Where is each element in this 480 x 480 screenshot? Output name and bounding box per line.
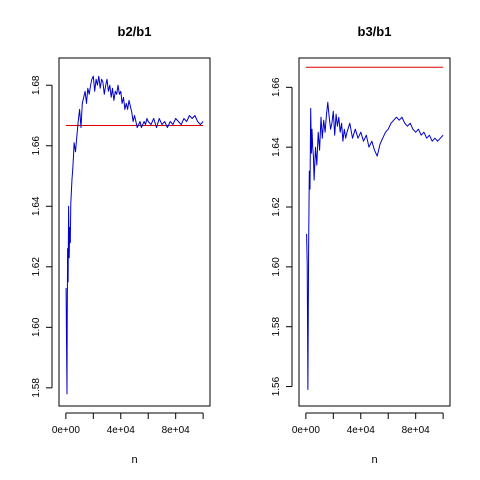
x-tick-label: 4e+04 (107, 425, 136, 436)
series-line (65, 75, 204, 395)
x-tick-label: 4e+04 (347, 425, 376, 436)
chart-panel-2: b3/b1 1.56 1.58 1.60 1.62 1.64 1.66 0e+00 4e+04 8… (271, 24, 451, 466)
y-tick-label: 1.66 (31, 136, 42, 156)
y-tick-label: 1.60 (271, 257, 282, 277)
y-tick-label: 1.68 (31, 75, 42, 95)
y-tick-label: 1.60 (31, 317, 42, 337)
chart-title: b3/b1 (358, 24, 392, 39)
y-tick-label: 1.58 (31, 378, 42, 398)
plot-frame (58, 57, 211, 407)
x-tick-label: 8e+04 (402, 425, 431, 436)
y-tick-label: 1.58 (271, 317, 282, 337)
chart-panels: b2/b1 1.58 1.60 1.62 1.64 1.66 1.68 0e+00 4e+04 8… (31, 24, 451, 466)
y-tick-label: 1.62 (271, 197, 282, 217)
x-axis-label: n (371, 454, 377, 466)
chart-title: b2/b1 (118, 24, 152, 39)
chart-panel-1: b2/b1 1.58 1.60 1.62 1.64 1.66 1.68 0e+00 4e+04 8… (31, 24, 211, 466)
x-tick-label: 0e+00 (292, 425, 321, 436)
x-tick-label: 0e+00 (52, 425, 81, 436)
y-tick-label: 1.64 (271, 137, 282, 157)
plot-frame (298, 57, 451, 407)
x-axis-label: n (131, 454, 137, 466)
y-tick-label: 1.62 (31, 257, 42, 277)
y-tick-label: 1.56 (271, 376, 282, 396)
y-tick-label: 1.66 (271, 77, 282, 97)
series-line (306, 101, 444, 390)
x-tick-label: 8e+04 (162, 425, 191, 436)
y-tick-label: 1.64 (31, 196, 42, 216)
